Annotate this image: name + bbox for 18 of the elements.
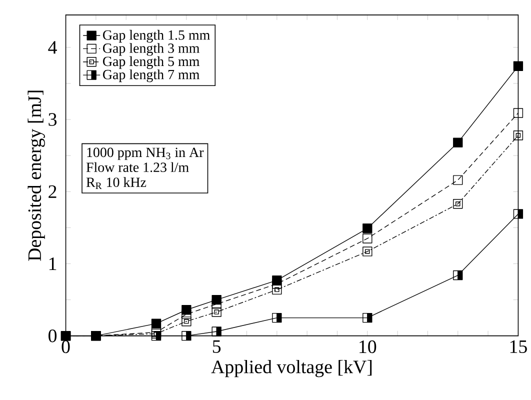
y-tick-label: 2	[48, 186, 56, 198]
annotation: Flow rate 1.23 l/m	[86, 162, 189, 172]
legend-label: Gap length 3 mm	[103, 43, 200, 56]
legend-label: Gap length 1.5 mm	[103, 30, 210, 43]
annotation: 1000 ppm NH$_{3}$ in Ar	[87, 148, 204, 160]
x-tick-label: 15	[510, 340, 527, 354]
y-tick-label: 1	[49, 258, 56, 270]
x-axis-title: Applied voltage [kV]	[211, 360, 372, 378]
y-tick-label: 3	[48, 113, 57, 126]
legend-label: Gap length 5 mm	[103, 56, 200, 70]
y-axis-title: Deposited energy [mJ]	[28, 90, 45, 262]
y-tick-label: 4	[48, 41, 57, 54]
x-tick-label: 10	[360, 340, 376, 354]
x-tick-label: 5	[212, 340, 221, 354]
annotation: R$_{R}$ 10 kHz	[86, 177, 146, 190]
y-tick-label: 0	[48, 330, 57, 342]
legend-label: Gap length 7 mm	[103, 70, 200, 82]
x-tick-label: 0	[62, 340, 70, 354]
